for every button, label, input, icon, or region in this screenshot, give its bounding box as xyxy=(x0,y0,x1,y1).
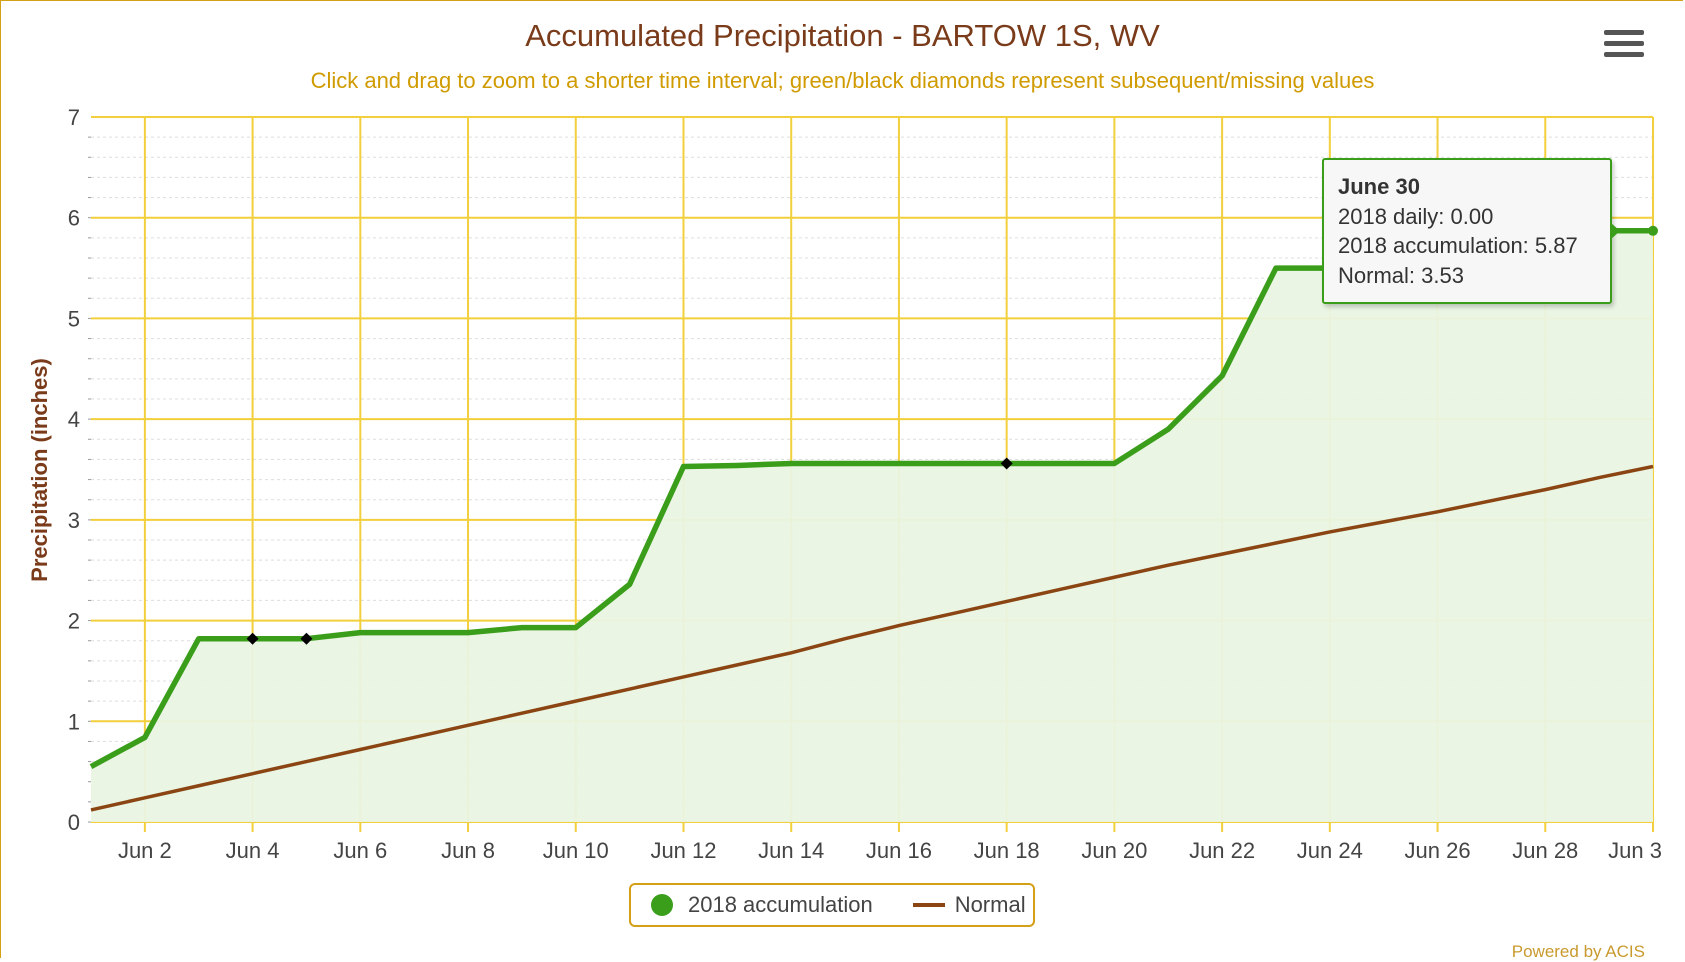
tooltip-pointer xyxy=(1610,222,1620,240)
legend-item-accumulation[interactable]: 2018 accumulation xyxy=(631,892,873,918)
x-tick-label: Jun 16 xyxy=(866,838,932,863)
x-tick-label: Jun 12 xyxy=(650,838,716,863)
x-tick-label: Jun 10 xyxy=(543,838,609,863)
tooltip-accumulation: 2018 accumulation: 5.87 xyxy=(1338,233,1578,258)
x-tick-label: Jun 3 xyxy=(1608,838,1662,863)
x-axis-ticks: Jun 2 Jun 4 Jun 6 Jun 8 Jun 10 Jun 12 Jun 14 Ju… xyxy=(118,838,1662,863)
x-tick-label: Jun 26 xyxy=(1405,838,1471,863)
tooltip-date: June 30 xyxy=(1338,174,1420,199)
legend-accumulation-label: 2018 accumulation xyxy=(688,892,873,917)
y-tick-label: 2 xyxy=(68,609,80,634)
legend-item-normal[interactable]: Normal xyxy=(873,892,1026,918)
y-tick-label: 0 xyxy=(68,810,80,835)
y-tick-label: 6 xyxy=(68,206,80,231)
data-tooltip: June 30 2018 daily: 0.00 2018 accumulati… xyxy=(1322,158,1612,304)
y-tick-label: 5 xyxy=(68,306,80,331)
missing-value-diamond[interactable] xyxy=(300,632,313,645)
chart-title: Accumulated Precipitation - BARTOW 1S, W… xyxy=(525,18,1160,53)
x-tick-label: Jun 20 xyxy=(1081,838,1147,863)
x-tick-label: Jun 28 xyxy=(1512,838,1578,863)
x-tick-label: Jun 22 xyxy=(1189,838,1255,863)
accumulation-area xyxy=(91,230,1653,823)
missing-value-markers xyxy=(246,225,1658,645)
hamburger-menu-icon[interactable] xyxy=(1604,30,1644,64)
tooltip-normal: Normal: 3.53 xyxy=(1338,262,1464,288)
legend-accumulation-marker xyxy=(651,894,673,916)
y-tick-label: 1 xyxy=(68,709,80,734)
y-axis-label: Precipitation (inches) xyxy=(27,358,52,582)
x-tick-label: Jun 2 xyxy=(118,838,172,863)
credit-link[interactable]: Powered by ACIS xyxy=(1511,942,1645,961)
y-tick-label: 4 xyxy=(68,407,80,432)
hover-point[interactable] xyxy=(1648,225,1658,236)
legend-normal-marker xyxy=(912,903,945,907)
y-axis-ticks: 0 1 2 3 4 5 6 7 xyxy=(68,105,80,835)
y-tick-label: 7 xyxy=(68,105,80,130)
x-tick-label: Jun 14 xyxy=(758,838,824,863)
menu-bar xyxy=(1604,52,1644,57)
x-tick-label: Jun 24 xyxy=(1297,838,1363,863)
x-tick-label: Jun 8 xyxy=(441,838,495,863)
missing-value-diamond[interactable] xyxy=(1000,457,1013,470)
missing-value-diamond[interactable] xyxy=(246,632,259,645)
y-tick-label: 3 xyxy=(68,508,80,533)
chart-legend: 2018 accumulation Normal xyxy=(629,883,1035,927)
chart-subtitle: Click and drag to zoom to a shorter time… xyxy=(310,68,1375,93)
menu-bar xyxy=(1604,30,1644,35)
legend-normal-label: Normal xyxy=(954,892,1026,917)
accumulation-area-fill xyxy=(91,230,1653,823)
x-tick-label: Jun 4 xyxy=(226,838,280,863)
x-tick-label: Jun 18 xyxy=(974,838,1040,863)
tooltip-daily: 2018 daily: 0.00 xyxy=(1338,203,1494,229)
menu-bar xyxy=(1604,41,1644,46)
normal-series-line[interactable] xyxy=(90,464,1654,812)
x-tick-label: Jun 6 xyxy=(333,838,387,863)
